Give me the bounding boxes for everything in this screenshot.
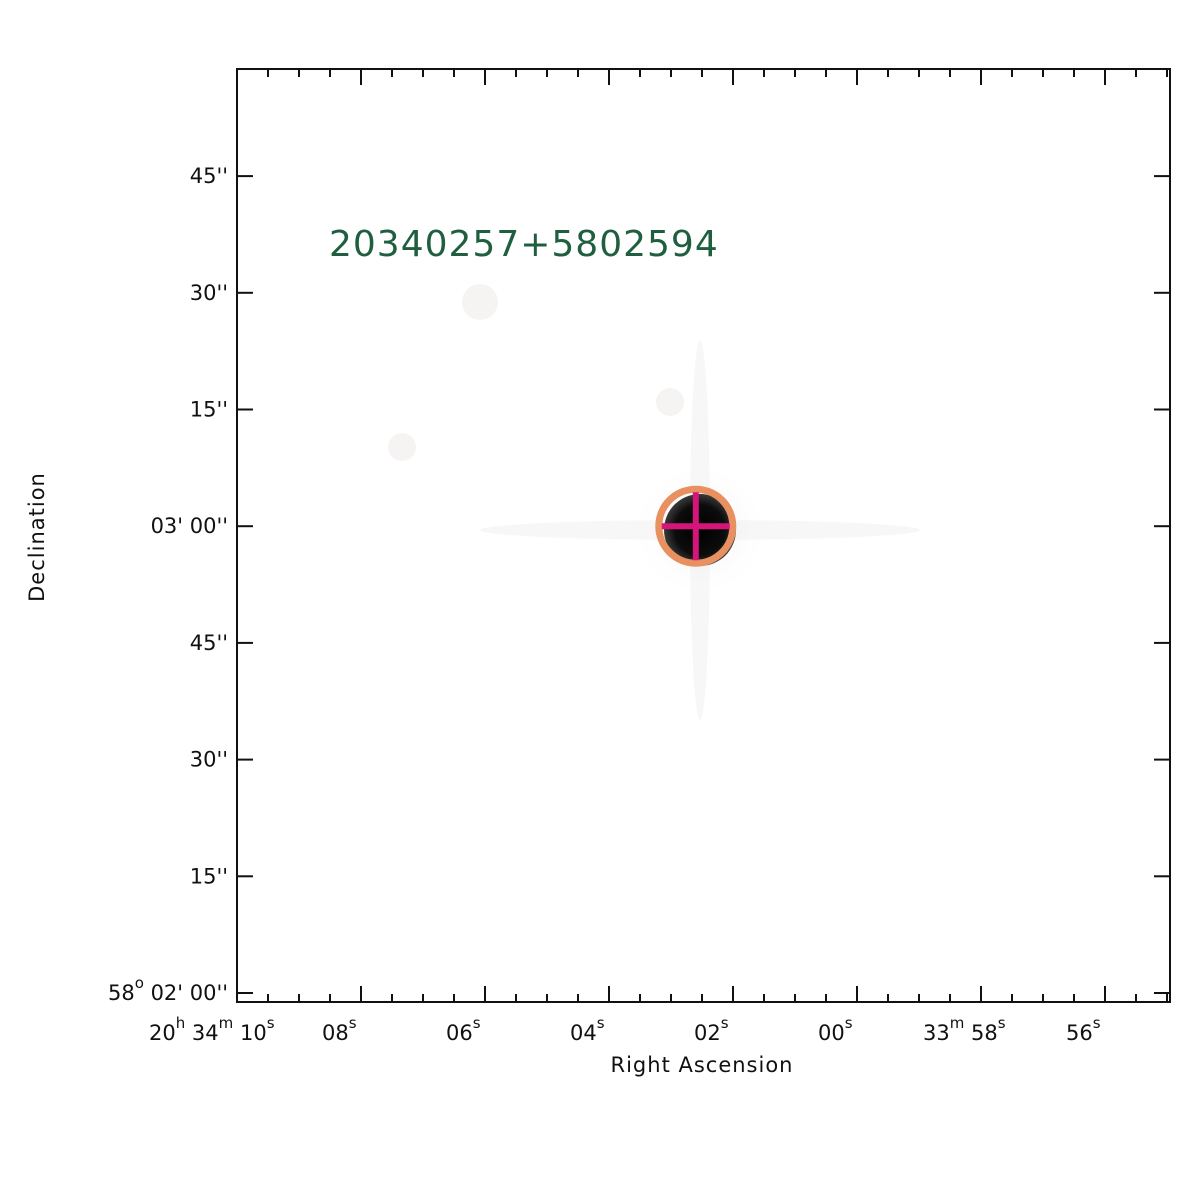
source-circle <box>655 485 737 567</box>
x-tick-labels: 20h​ 34m​ 10s​ 08s​ 06s​ 04s​ 02s​ 00s​ 33m​ 5… <box>149 1014 1101 1045</box>
y-tick-label: 15'' <box>190 398 228 422</box>
x-tick-label: 02s​ <box>694 1014 729 1045</box>
y-tick-label: 03' 00'' <box>151 514 228 538</box>
y-tick-label: 15'' <box>190 864 228 888</box>
bright-star <box>664 494 736 566</box>
x-tick-label: 04s​ <box>570 1014 605 1045</box>
faint-source <box>656 388 684 416</box>
x-tick-label: 08s​ <box>322 1014 357 1045</box>
x-axis-title: Right Ascension <box>611 1053 794 1077</box>
y-tick-label: 45'' <box>190 631 228 655</box>
faint-source <box>388 433 416 461</box>
y-axis-title: Declination <box>25 472 49 602</box>
y-tick-labels: 58o 02' 00'' 15'' 30'' 45'' 03' 00'' 15'' 30''… <box>108 164 228 1005</box>
x-tick-label: 20h​ 34m​ 10s​ <box>149 1014 275 1045</box>
faint-source <box>462 284 498 320</box>
plot-frame <box>236 68 1171 1003</box>
x-tick-label: 00s​ <box>818 1014 853 1045</box>
source-marker <box>655 485 737 567</box>
y-tick-label: 58o 02' 00'' <box>108 974 228 1005</box>
sky-image <box>388 284 920 720</box>
axis-ticks <box>236 69 1170 1002</box>
x-tick-label: 56s​ <box>1066 1014 1101 1045</box>
x-tick-label: 33m​ 58s​ <box>923 1014 1006 1045</box>
x-tick-label: 06s​ <box>446 1014 481 1045</box>
y-tick-label: 45'' <box>190 164 228 188</box>
y-tick-label: 30'' <box>190 281 228 305</box>
y-tick-label: 30'' <box>190 748 228 772</box>
source-name-label: 20340257+5802594 <box>329 224 719 265</box>
